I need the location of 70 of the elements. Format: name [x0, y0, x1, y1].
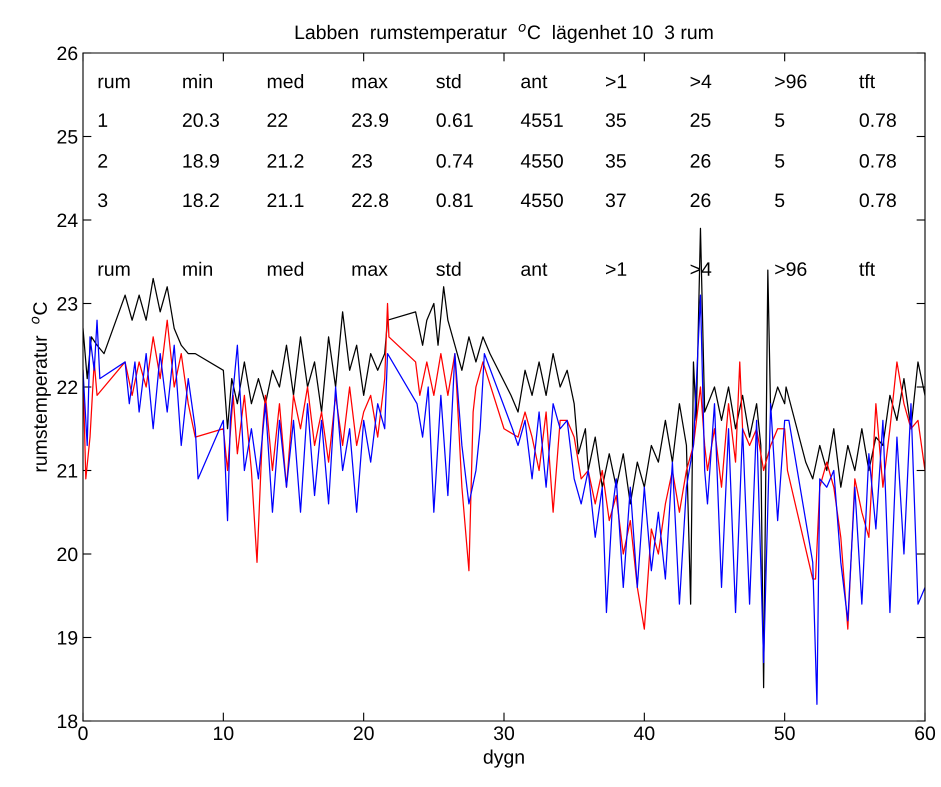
- y-tick-label: 26: [57, 46, 78, 60]
- annotation: 3: [98, 193, 108, 208]
- annotation: >96: [775, 74, 806, 88]
- annotation: 0.78: [860, 113, 896, 128]
- annotation: 0.61: [436, 113, 473, 128]
- annotation: >1: [606, 74, 626, 88]
- annotation: >4: [690, 74, 712, 88]
- annotation: 4550: [520, 154, 563, 168]
- annotation: 26: [690, 193, 710, 208]
- annotation: 0.78: [860, 193, 896, 208]
- annotation: 1: [98, 113, 108, 127]
- annotation: tft: [859, 262, 875, 276]
- annotation: 35: [606, 113, 626, 128]
- annotation: 21.1: [268, 193, 304, 207]
- annotation: 4550: [520, 193, 563, 208]
- annotation: 25: [690, 113, 710, 128]
- annotation: 22: [268, 113, 288, 127]
- line-series: [83, 294, 925, 705]
- y-tick-label: 20: [57, 547, 78, 562]
- annotation: >96: [775, 262, 806, 276]
- annotation: med: [268, 262, 304, 276]
- annotation: 5: [775, 113, 784, 128]
- annotation: 23: [352, 154, 372, 168]
- chart-title: Labben rumstemperatur $^{o}$C lägenhet 10 3 rum: [296, 24, 713, 44]
- y-tick-label: 21: [57, 464, 78, 478]
- annotation: 0.81: [436, 193, 473, 208]
- annotation: 23.9: [352, 113, 388, 128]
- annotation: med: [268, 74, 304, 88]
- annotation: min: [183, 262, 212, 276]
- line-series: [83, 302, 925, 630]
- x-axis-title: dygn: [484, 750, 524, 768]
- x-tick-label: 0: [78, 726, 88, 740]
- y-tick-label: 23: [57, 296, 78, 311]
- x-tick-label: 40: [634, 726, 654, 740]
- annotation: rum: [98, 265, 130, 276]
- y-tick-label: 19: [58, 630, 78, 645]
- annotation: min: [183, 74, 212, 88]
- annotation: 18.2: [183, 193, 219, 208]
- y-axis-title: rumstemperatur $^{o}$C: [32, 302, 51, 472]
- annotation: 0.78: [860, 154, 896, 168]
- x-tick-label: 10: [214, 726, 234, 740]
- annotation: 35: [606, 154, 626, 168]
- annotation: 21.2: [268, 154, 304, 168]
- annotation: rum: [98, 78, 130, 88]
- y-tick-label: 22: [57, 380, 78, 394]
- annotation: max: [352, 265, 388, 276]
- annotation: 26: [690, 154, 710, 168]
- y-tick-label: 24: [57, 213, 78, 228]
- x-tick-label: 60: [915, 726, 936, 740]
- annotation: 5: [775, 194, 784, 208]
- x-tick-label: 30: [494, 726, 514, 740]
- annotation: std: [436, 262, 460, 276]
- x-tick-label: 50: [774, 726, 795, 740]
- annotation: 20.3: [182, 113, 219, 128]
- y-tick-label: 25: [57, 130, 78, 144]
- annotation: 37: [606, 193, 626, 208]
- annotation: 18.9: [183, 154, 219, 168]
- annotation: ant: [521, 76, 548, 88]
- annotation: max: [352, 78, 388, 88]
- x-tick-label: 20: [354, 726, 374, 740]
- annotation: ant: [521, 263, 548, 276]
- annotation: 0.74: [436, 154, 474, 168]
- annotation: std: [436, 74, 460, 88]
- annotation: 22.8: [352, 193, 388, 208]
- annotation: >1: [606, 262, 626, 276]
- annotation: 5: [775, 154, 784, 168]
- y-tick-label: 18: [58, 714, 78, 728]
- annotation: tft: [859, 74, 875, 88]
- annotation: 4551: [520, 113, 563, 128]
- annotation: 2: [98, 154, 108, 168]
